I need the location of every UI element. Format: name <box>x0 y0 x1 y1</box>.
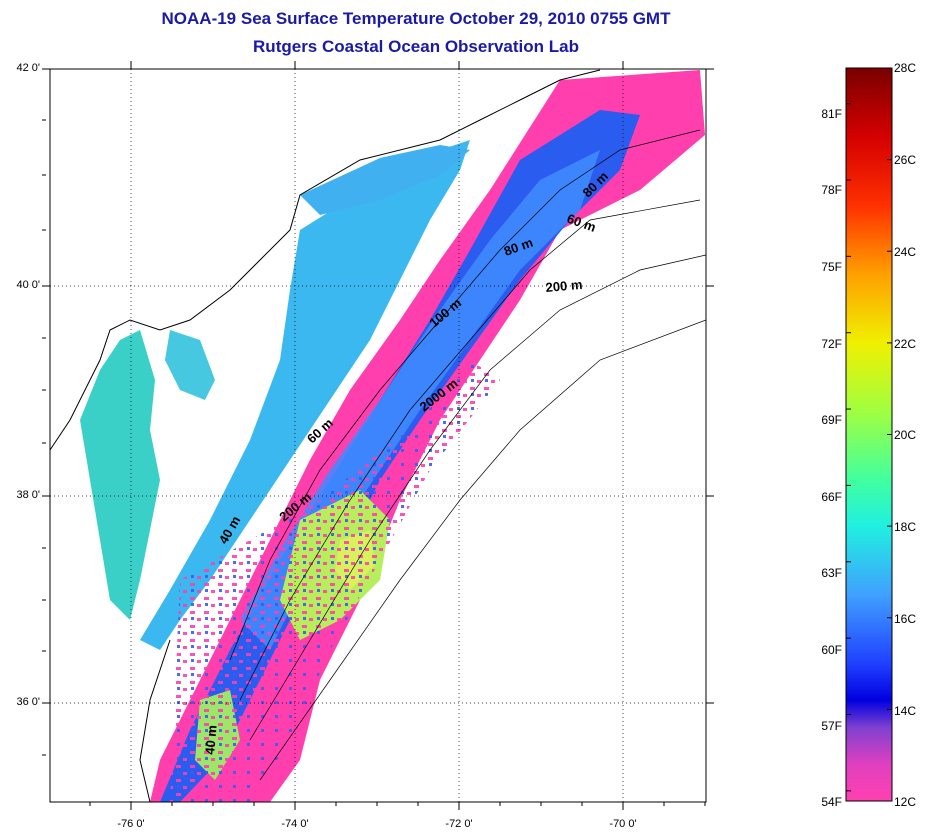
contour-label: 60 m <box>565 211 598 235</box>
colorbar-ticks <box>846 67 892 802</box>
lon-label-70: -70 0' <box>609 818 637 830</box>
colorbar-celsius-label: 16C <box>894 612 917 626</box>
isobath-lines <box>229 129 706 781</box>
lat-label-40: 40 0' <box>16 279 40 291</box>
colorbar-fahrenheit-label: 78F <box>821 183 842 197</box>
lon-label-76: -76 0' <box>117 818 145 830</box>
map-subtitle: Rutgers Coastal Ocean Observation Lab <box>253 37 579 56</box>
colorbar-fahrenheit-label: 66F <box>821 490 842 504</box>
coastline <box>50 69 601 802</box>
colorbar-celsius-label: 26C <box>894 153 917 167</box>
delaware-bay <box>165 330 215 400</box>
colorbar-celsius-label: 22C <box>894 337 917 351</box>
colorbar-celsius-label: 14C <box>894 704 917 718</box>
colorbar-fahrenheit-label: 57F <box>821 719 842 733</box>
lon-label-74: -74 0' <box>281 818 309 830</box>
chesapeake-bay <box>80 330 160 620</box>
colorbar <box>845 67 893 802</box>
cloud-speckle <box>170 360 500 802</box>
lat-label-42: 42 0' <box>16 62 40 74</box>
map-title: NOAA-19 Sea Surface Temperature October … <box>161 9 671 28</box>
colorbar-fahrenheit-label: 63F <box>821 566 842 580</box>
map-frame <box>49 68 707 803</box>
colorbar-celsius-label: 24C <box>894 245 917 259</box>
sst-field <box>50 69 706 802</box>
colorbar-celsius-label: 12C <box>894 795 917 809</box>
lat-label-36: 36 0' <box>16 696 40 708</box>
graticule <box>50 69 706 802</box>
contour-label: 40 m <box>202 724 220 755</box>
shelf-cyan-water <box>140 140 470 650</box>
colorbar-fahrenheit-label: 75F <box>821 260 842 274</box>
colorbar-celsius-label: 28C <box>894 61 917 75</box>
long-island-sound <box>300 145 470 215</box>
colorbar-fahrenheit-label: 69F <box>821 413 842 427</box>
colorbar-fahrenheit-label: 54F <box>821 795 842 809</box>
colorbar-fahrenheit-label: 60F <box>821 643 842 657</box>
ticks <box>42 61 714 810</box>
lon-label-72: -72 0' <box>445 818 473 830</box>
colorbar-celsius-label: 20C <box>894 428 917 442</box>
colorbar-fahrenheit-label: 81F <box>821 107 842 121</box>
colorbar-celsius-label: 18C <box>894 520 917 534</box>
colorbar-fahrenheit-label: 72F <box>821 337 842 351</box>
contour-label: 200 m <box>545 277 583 295</box>
lat-label-38: 38 0' <box>16 489 40 501</box>
